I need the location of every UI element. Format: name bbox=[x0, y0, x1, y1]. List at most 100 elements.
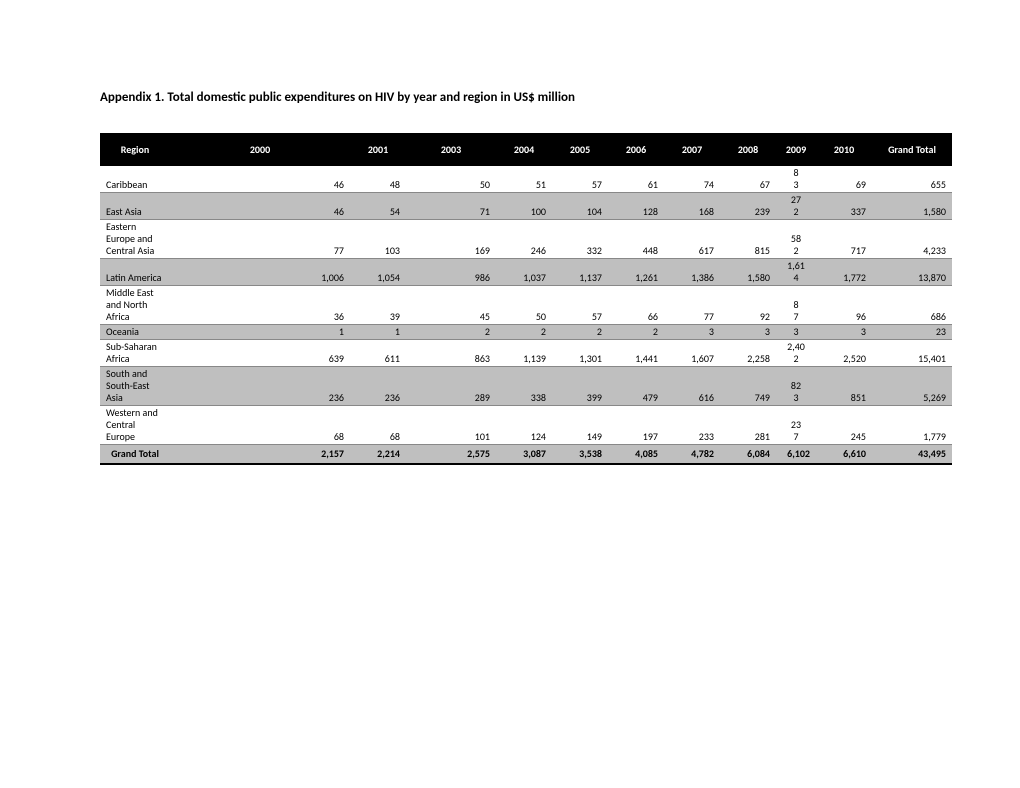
cell-2001: 611 bbox=[350, 340, 406, 367]
cell-2004: 50 bbox=[496, 286, 552, 325]
col-2006: 2006 bbox=[608, 134, 664, 165]
cell-2010: 96 bbox=[816, 286, 872, 325]
cell-2006: 128 bbox=[608, 193, 664, 220]
cell-2005: 57 bbox=[552, 165, 608, 193]
col-2003: 2003 bbox=[406, 134, 496, 165]
cell-2000: 2,157 bbox=[170, 445, 350, 465]
col-2009: 2009 bbox=[776, 134, 816, 165]
cell-2007: 4,782 bbox=[664, 445, 720, 465]
cell-region: East Asia bbox=[100, 193, 170, 220]
cell-2005: 149 bbox=[552, 406, 608, 445]
cell-2003: 50 bbox=[406, 165, 496, 193]
col-2008: 2008 bbox=[720, 134, 776, 165]
cell-2006: 4,085 bbox=[608, 445, 664, 465]
cell-region: South and South-East Asia bbox=[100, 367, 170, 406]
cell-region: Oceania bbox=[100, 325, 170, 340]
cell-2000: 1,006 bbox=[170, 259, 350, 286]
cell-2000: 46 bbox=[170, 193, 350, 220]
cell-2008: 67 bbox=[720, 165, 776, 193]
cell-2001: 1,054 bbox=[350, 259, 406, 286]
cell-2000: 68 bbox=[170, 406, 350, 445]
cell-2007: 77 bbox=[664, 286, 720, 325]
col-2004: 2004 bbox=[496, 134, 552, 165]
cell-2010: 337 bbox=[816, 193, 872, 220]
cell-2005: 332 bbox=[552, 220, 608, 259]
cell-2009: 6,102 bbox=[776, 445, 816, 465]
cell-2009: 1,614 bbox=[776, 259, 816, 286]
cell-2009: 83 bbox=[776, 165, 816, 193]
cell-2003: 289 bbox=[406, 367, 496, 406]
table-row: East Asia4654711001041281682392723371,58… bbox=[100, 193, 952, 220]
cell-2003: 45 bbox=[406, 286, 496, 325]
cell-2000: 77 bbox=[170, 220, 350, 259]
cell-2006: 61 bbox=[608, 165, 664, 193]
col-2007: 2007 bbox=[664, 134, 720, 165]
cell-2000: 36 bbox=[170, 286, 350, 325]
cell-2004: 124 bbox=[496, 406, 552, 445]
cell-2000: 639 bbox=[170, 340, 350, 367]
cell-2003: 71 bbox=[406, 193, 496, 220]
cell-2009: 272 bbox=[776, 193, 816, 220]
cell-2010: 717 bbox=[816, 220, 872, 259]
cell-2000: 236 bbox=[170, 367, 350, 406]
table-row: Caribbean46485051576174678369655 bbox=[100, 165, 952, 193]
cell-2008: 239 bbox=[720, 193, 776, 220]
expenditure-table: Region 2000 2001 2003 2004 2005 2006 200… bbox=[100, 133, 952, 465]
cell-total: 4,233 bbox=[872, 220, 952, 259]
cell-2006: 66 bbox=[608, 286, 664, 325]
cell-2007: 168 bbox=[664, 193, 720, 220]
cell-2004: 3,087 bbox=[496, 445, 552, 465]
cell-2001: 54 bbox=[350, 193, 406, 220]
cell-2007: 1,386 bbox=[664, 259, 720, 286]
cell-2001: 48 bbox=[350, 165, 406, 193]
cell-2000: 1 bbox=[170, 325, 350, 340]
cell-2007: 74 bbox=[664, 165, 720, 193]
cell-2006: 448 bbox=[608, 220, 664, 259]
cell-2001: 39 bbox=[350, 286, 406, 325]
cell-2008: 281 bbox=[720, 406, 776, 445]
cell-2004: 1,139 bbox=[496, 340, 552, 367]
cell-region: Latin America bbox=[100, 259, 170, 286]
cell-total: 686 bbox=[872, 286, 952, 325]
col-2000: 2000 bbox=[170, 134, 350, 165]
cell-2007: 1,607 bbox=[664, 340, 720, 367]
cell-2005: 57 bbox=[552, 286, 608, 325]
cell-total: 1,580 bbox=[872, 193, 952, 220]
cell-total: 1,779 bbox=[872, 406, 952, 445]
cell-2010: 851 bbox=[816, 367, 872, 406]
table-row: Eastern Europe and Central Asia771031692… bbox=[100, 220, 952, 259]
cell-region: Middle East and North Africa bbox=[100, 286, 170, 325]
cell-2006: 479 bbox=[608, 367, 664, 406]
table-row: Latin America1,0061,0549861,0371,1371,26… bbox=[100, 259, 952, 286]
cell-2006: 1,261 bbox=[608, 259, 664, 286]
cell-total: 655 bbox=[872, 165, 952, 193]
cell-2007: 617 bbox=[664, 220, 720, 259]
table-row: South and South-East Asia236236289338399… bbox=[100, 367, 952, 406]
table-row: Western and Central Europe68681011241491… bbox=[100, 406, 952, 445]
cell-2004: 100 bbox=[496, 193, 552, 220]
col-2005: 2005 bbox=[552, 134, 608, 165]
cell-2000: 46 bbox=[170, 165, 350, 193]
cell-2003: 101 bbox=[406, 406, 496, 445]
cell-total: 5,269 bbox=[872, 367, 952, 406]
cell-2009: 2,402 bbox=[776, 340, 816, 367]
table-row: Middle East and North Africa363945505766… bbox=[100, 286, 952, 325]
cell-2005: 2 bbox=[552, 325, 608, 340]
cell-2008: 815 bbox=[720, 220, 776, 259]
col-region: Region bbox=[100, 134, 170, 165]
cell-2008: 2,258 bbox=[720, 340, 776, 367]
cell-2003: 986 bbox=[406, 259, 496, 286]
cell-2010: 6,610 bbox=[816, 445, 872, 465]
cell-2001: 1 bbox=[350, 325, 406, 340]
cell-region: Grand Total bbox=[100, 445, 170, 465]
cell-total: 13,870 bbox=[872, 259, 952, 286]
table-body: Caribbean46485051576174678369655East Asi… bbox=[100, 165, 952, 464]
cell-2004: 2 bbox=[496, 325, 552, 340]
page-title: Appendix 1. Total domestic public expend… bbox=[100, 90, 920, 105]
cell-2008: 3 bbox=[720, 325, 776, 340]
cell-2007: 3 bbox=[664, 325, 720, 340]
col-total: Grand Total bbox=[872, 134, 952, 165]
cell-region: Eastern Europe and Central Asia bbox=[100, 220, 170, 259]
cell-2006: 1,441 bbox=[608, 340, 664, 367]
cell-2005: 1,301 bbox=[552, 340, 608, 367]
